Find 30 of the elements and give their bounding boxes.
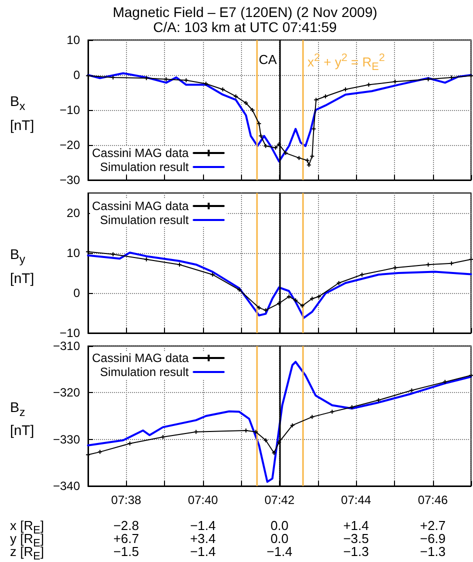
y-tick-label: 0 [73,68,80,82]
y-axis-title: B$_{y}$ [nT] [10,245,34,287]
y-tick-label: −340 [52,479,80,493]
x-tick-label: 07:46 [418,493,448,507]
legend-label: Simulation result [100,213,190,227]
legend-label: Cassini MAG data [92,199,190,213]
y-tick-label: −10 [60,103,80,117]
y-axis-title: B$_{z}$ [nT] [10,398,34,440]
x-tick-label: 07:38 [111,493,142,507]
x-tick-label: 07:44 [341,493,372,507]
x-tick-label: 07:40 [188,493,218,507]
y-tick-label: 10 [66,33,80,47]
y-tick-label: −310 [52,339,80,353]
y-axis-title: B$_{x}$ [nT] [10,92,34,134]
y-tick-label: −320 [52,386,80,400]
y-tick-label: 0 [73,286,80,300]
legend-label: Simulation result [100,365,190,379]
chart-title: Magnetic Field – E7 (120EN) (2 Nov 2009) [112,4,378,20]
x-tick-label: 07:42 [264,493,295,507]
y-tick-label: −330 [52,432,80,446]
chart-subtitle: C/A: 103 km at UTC 07:41:59 [153,19,337,35]
y-tick-label: −10 [60,326,80,340]
y-tick-label: −20 [60,138,80,152]
legend-label: Cassini MAG data [92,351,190,365]
legend-label: Simulation result [100,160,190,174]
y-tick-label: 20 [66,206,80,220]
legend-label: Cassini MAG data [92,146,190,160]
y-tick-label: 10 [66,246,80,260]
y-tick-label: −30 [60,173,80,187]
ref-line-label: CA [258,52,277,67]
